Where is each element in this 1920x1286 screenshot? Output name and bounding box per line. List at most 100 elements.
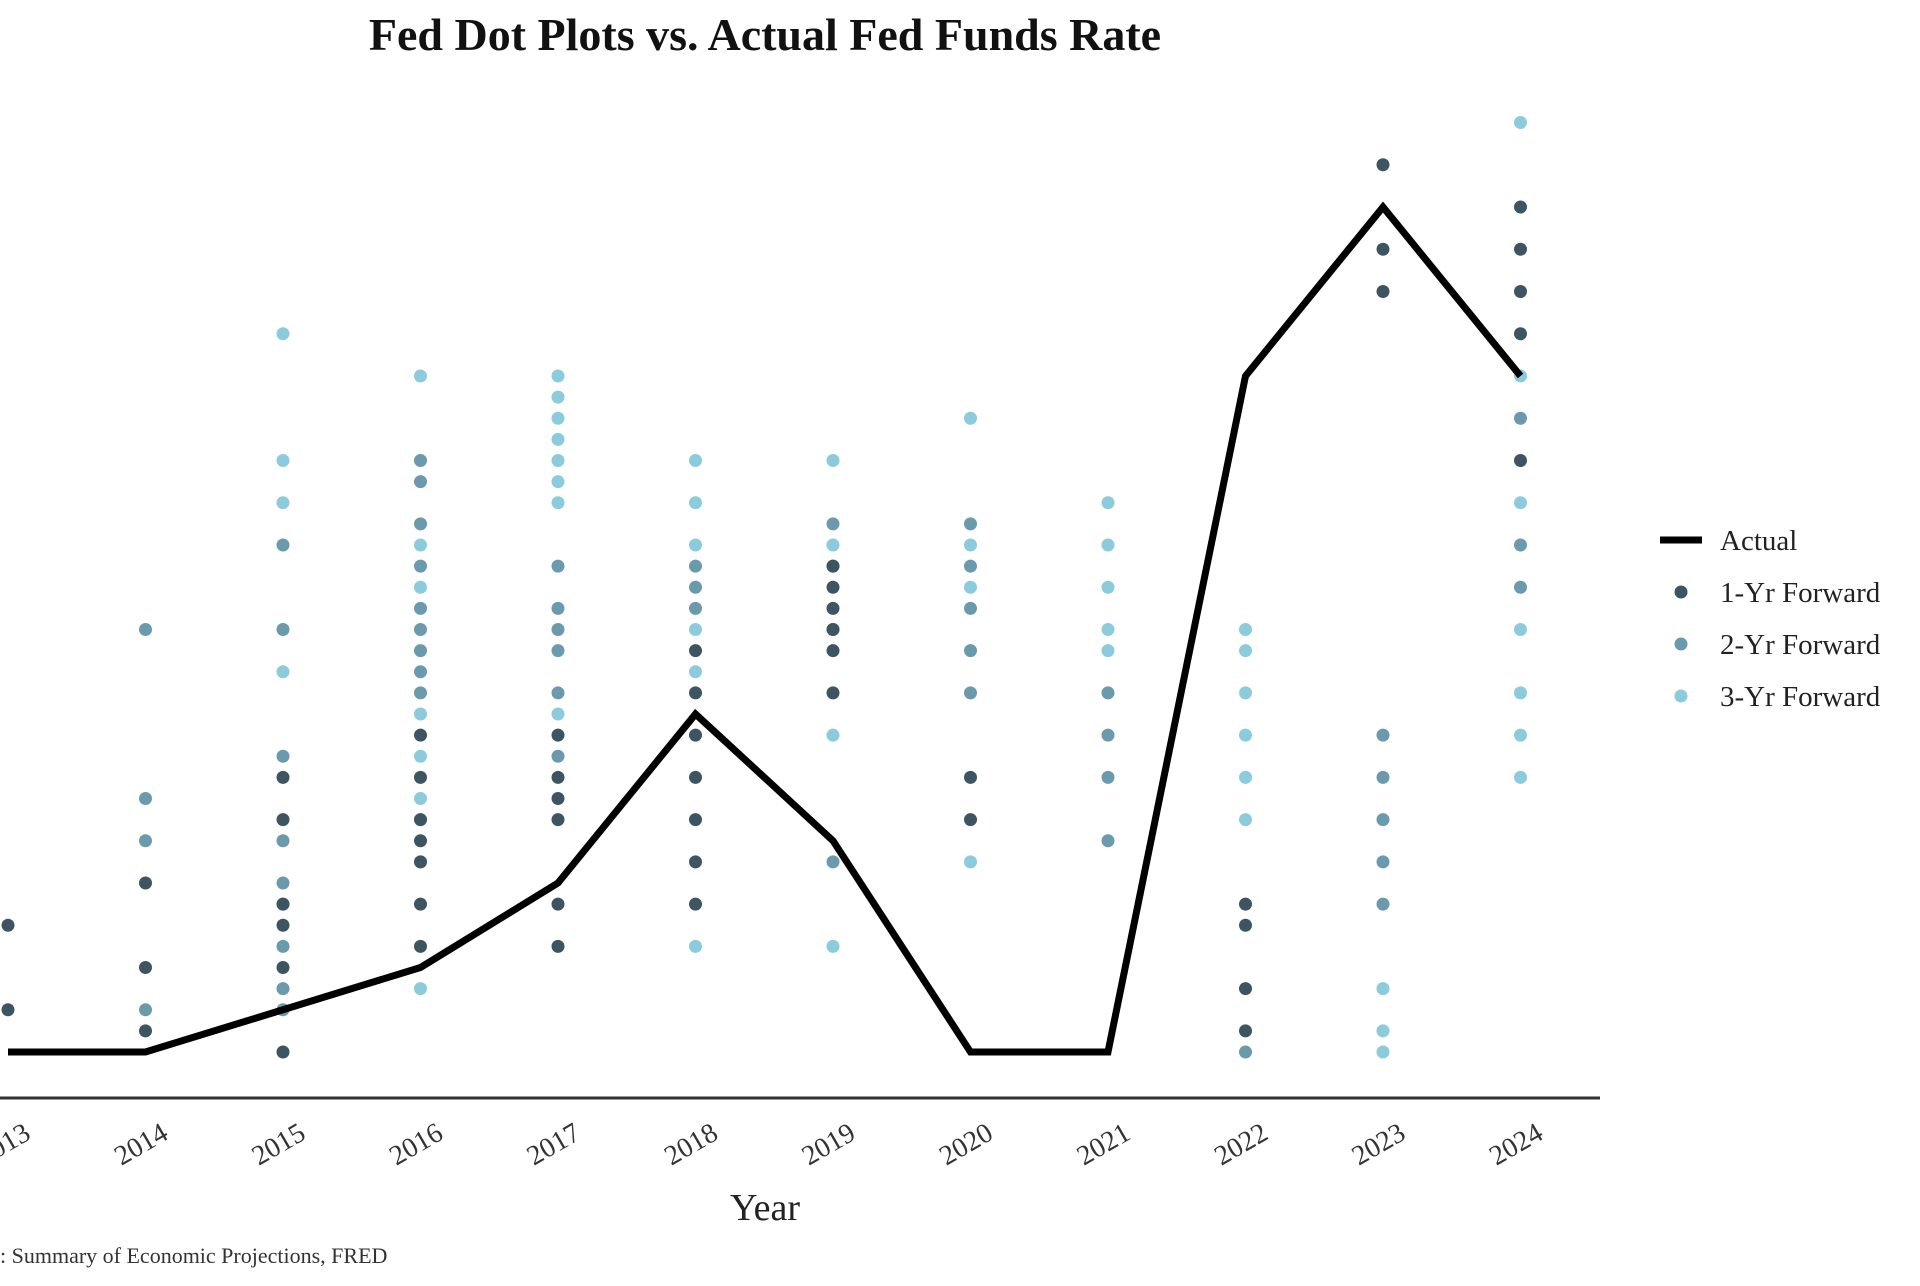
dot-3-yr-forward-2016-6 <box>414 580 427 594</box>
legend-label-actual: Actual <box>1720 525 1797 557</box>
dot-2-yr-forward-2015-10 <box>276 939 290 953</box>
dot-3-yr-forward-2024-55 <box>1514 770 1527 784</box>
x-tick-2018: 2018 <box>659 1117 723 1172</box>
x-tick-2016: 2016 <box>384 1117 448 1172</box>
dot-2-yr-forward-2023-46 <box>1376 770 1390 784</box>
dot-3-yr-forward-2017-15 <box>551 411 565 425</box>
x-tick-2015: 2015 <box>247 1117 311 1172</box>
dot-3-yr-forward-2015-0 <box>276 327 290 341</box>
dot-2-yr-forward-2021-41 <box>1101 728 1115 742</box>
actual-line-layer <box>8 201 1524 1056</box>
dot-2-yr-forward-2020-35 <box>964 517 977 531</box>
dot-2-yr-forward-2023-47 <box>1376 813 1390 827</box>
dot-2-yr-forward-2021-43 <box>1101 834 1115 848</box>
x-tick-2023: 2023 <box>1347 1117 1411 1172</box>
x-tick-2022: 2022 <box>1209 1117 1273 1172</box>
dot-1-yr-forward-2019-36 <box>826 686 840 700</box>
dot-3-yr-forward-2020-31 <box>964 411 977 425</box>
dot-3-yr-forward-2015-2 <box>276 496 290 510</box>
dot-3-yr-forward-2024-53 <box>1514 686 1527 700</box>
dot-2-yr-forward-2015-8 <box>276 876 290 890</box>
dot-1-yr-forward-2014-4 <box>139 1024 152 1038</box>
dot-1-yr-forward-2014-3 <box>139 961 152 974</box>
dot-1-yr-forward-2017-19 <box>551 770 565 784</box>
dot-1-yr-forward-2023-44 <box>1376 242 1390 256</box>
dot-1-yr-forward-2022-41 <box>1239 982 1252 996</box>
dot-3-yr-forward-2022-43 <box>1239 728 1252 742</box>
legend-swatch-1-yr-forward <box>1674 585 1688 599</box>
dot-3-yr-forward-2016-12 <box>414 982 427 996</box>
dot-3-yr-forward-2017-16 <box>551 432 565 446</box>
dot-1-yr-forward-2019-32 <box>826 580 840 594</box>
legend-swatch-2-yr-forward <box>1674 637 1688 651</box>
dot-3-yr-forward-2023-46 <box>1376 982 1390 996</box>
dot-3-yr-forward-2020-32 <box>964 538 977 552</box>
dot-2-yr-forward-2023-49 <box>1376 897 1390 911</box>
dot-3-yr-forward-2017-13 <box>551 369 565 383</box>
dot-3-yr-forward-2021-39 <box>1101 644 1115 658</box>
dot-3-yr-forward-2016-8 <box>414 749 427 763</box>
dot-2-yr-forward-2016-15 <box>414 517 427 531</box>
dot-1-yr-forward-2024-50 <box>1514 454 1527 467</box>
dot-2-yr-forward-2015-7 <box>276 834 290 848</box>
dot-3-yr-forward-2017-18 <box>551 475 565 489</box>
dot-3-yr-forward-2017-19 <box>551 496 565 510</box>
dot-2-yr-forward-2020-39 <box>964 686 977 700</box>
dot-1-yr-forward-2024-48 <box>1514 285 1527 298</box>
dot-2-yr-forward-2015-4 <box>276 538 290 552</box>
dot-1-yr-forward-2016-12 <box>414 770 427 784</box>
dot-3-yr-forward-2019-29 <box>826 728 840 742</box>
dot-2-yr-forward-2015-6 <box>276 749 290 763</box>
x-axis-label: Year <box>730 1187 800 1229</box>
dot-3-yr-forward-2023-48 <box>1376 1045 1390 1059</box>
dot-3-yr-forward-2018-22 <box>689 496 702 510</box>
dot-2-yr-forward-2016-20 <box>414 665 427 679</box>
dot-2-yr-forward-2016-18 <box>414 623 427 636</box>
dots-layer <box>1 116 1527 1059</box>
dot-3-yr-forward-2022-44 <box>1239 770 1252 784</box>
dot-2-yr-forward-2021-42 <box>1101 770 1115 784</box>
dot-3-yr-forward-2021-36 <box>1101 538 1115 552</box>
actual-rate-line <box>8 201 1524 1056</box>
dot-1-yr-forward-2018-28 <box>689 813 702 827</box>
dot-2-yr-forward-2016-14 <box>414 475 427 489</box>
dot-1-yr-forward-2017-21 <box>551 813 565 827</box>
dot-3-yr-forward-2016-5 <box>414 538 427 552</box>
dot-3-yr-forward-2018-23 <box>689 538 702 552</box>
dot-1-yr-forward-2022-40 <box>1239 918 1252 932</box>
dot-1-yr-forward-2014-2 <box>139 876 152 890</box>
x-tick-2013: 2013 <box>0 1117 36 1172</box>
dot-1-yr-forward-2015-8 <box>276 918 290 932</box>
dot-3-yr-forward-2016-9 <box>414 792 427 805</box>
dot-1-yr-forward-2016-15 <box>414 855 427 869</box>
dot-1-yr-forward-2017-20 <box>551 792 565 805</box>
dot-1-yr-forward-2018-27 <box>689 770 702 784</box>
dot-3-yr-forward-2023-47 <box>1376 1024 1390 1038</box>
x-tick-2024: 2024 <box>1484 1117 1548 1172</box>
dot-1-yr-forward-2020-37 <box>964 770 977 784</box>
legend-label-3-yr-forward: 3-Yr Forward <box>1720 681 1881 713</box>
dot-1-yr-forward-2017-23 <box>551 939 565 953</box>
x-tick-2020: 2020 <box>934 1117 998 1172</box>
dot-1-yr-forward-2020-38 <box>964 813 977 827</box>
dot-3-yr-forward-2024-52 <box>1514 623 1527 636</box>
dot-1-yr-forward-2015-10 <box>276 1045 290 1059</box>
dot-3-yr-forward-2018-21 <box>689 454 702 467</box>
dot-2-yr-forward-2022-44 <box>1239 1045 1252 1059</box>
source-note: : Summary of Economic Projections, FRED <box>0 1243 387 1268</box>
dot-2-yr-forward-2017-24 <box>551 623 565 636</box>
legend-label-2-yr-forward: 2-Yr Forward <box>1720 629 1881 661</box>
dot-2-yr-forward-2014-3 <box>139 1003 152 1017</box>
dot-2-yr-forward-2018-29 <box>689 580 702 594</box>
chart-title: Fed Dot Plots vs. Actual Fed Funds Rate <box>369 9 1161 60</box>
dot-2-yr-forward-2014-2 <box>139 834 152 848</box>
dot-3-yr-forward-2017-20 <box>551 707 565 721</box>
dot-1-yr-forward-2018-26 <box>689 728 702 742</box>
dot-3-yr-forward-2021-35 <box>1101 496 1115 510</box>
legend: Actual 1-Yr Forward 2-Yr Forward 3-Yr Forwa… <box>1660 525 1881 713</box>
dot-2-yr-forward-2017-23 <box>551 601 565 615</box>
dot-1-yr-forward-2024-46 <box>1514 200 1527 214</box>
dot-3-yr-forward-2020-33 <box>964 580 977 594</box>
